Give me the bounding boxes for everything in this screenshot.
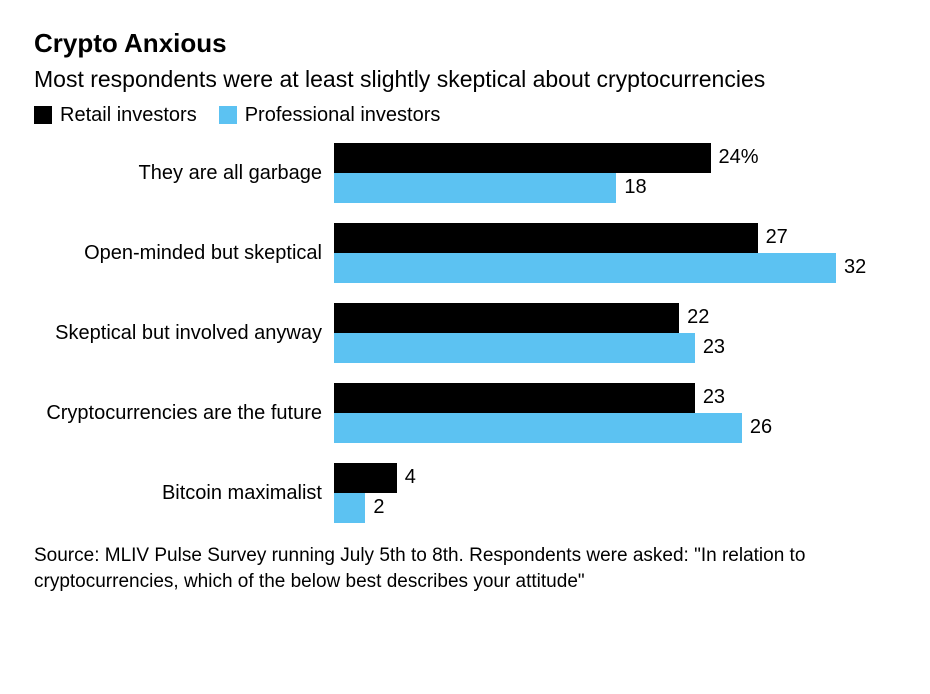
bar-group: 2223: [334, 303, 896, 363]
chart-row: Cryptocurrencies are the future 23 26: [34, 383, 896, 443]
bar-value-label: 18: [624, 176, 646, 199]
bar: [334, 383, 695, 413]
bar-group: 24% 18: [334, 143, 896, 203]
bar: [334, 333, 695, 363]
bar: [334, 143, 711, 173]
bar-value-label: 4: [405, 466, 416, 489]
bar-line: 26: [334, 413, 896, 443]
bar-value-label: 27: [766, 226, 788, 249]
bar-value-label: 22: [687, 306, 709, 329]
chart-row: Open-minded but skeptical 27 32: [34, 223, 896, 283]
bar-line: 24%: [334, 143, 896, 173]
chart-title: Crypto Anxious: [34, 28, 896, 59]
legend-label-retail: Retail investors: [60, 104, 197, 127]
chart-subtitle: Most respondents were at least slightly …: [34, 65, 896, 94]
bar-value-label: 23: [703, 386, 725, 409]
bar-value-label: 2: [373, 496, 384, 519]
bar-value-label: 26: [750, 416, 772, 439]
chart-row: Bitcoin maximalist42: [34, 463, 896, 523]
bar-line: 2: [334, 493, 896, 523]
legend-swatch-retail: [34, 106, 52, 124]
bar: [334, 253, 836, 283]
bar-group: 27 32: [334, 223, 896, 283]
chart-row: Skeptical but involved anyway2223: [34, 303, 896, 363]
chart-source: Source: MLIV Pulse Survey running July 5…: [34, 543, 884, 594]
bar: [334, 223, 758, 253]
bar-line: 22: [334, 303, 896, 333]
chart-row: They are all garbage 24% 18: [34, 143, 896, 203]
category-label: Cryptocurrencies are the future: [34, 401, 334, 425]
legend-label-professional: Professional investors: [245, 104, 441, 127]
bar-line: 32: [334, 253, 896, 283]
bar-line: 27: [334, 223, 896, 253]
bar-line: 23: [334, 333, 896, 363]
bar: [334, 463, 397, 493]
bar: [334, 493, 365, 523]
category-label: Skeptical but involved anyway: [34, 321, 334, 345]
bar-group: 42: [334, 463, 896, 523]
bar: [334, 413, 742, 443]
bar-line: 4: [334, 463, 896, 493]
category-label: They are all garbage: [34, 161, 334, 185]
category-label: Bitcoin maximalist: [34, 481, 334, 505]
legend-item-retail: Retail investors: [34, 104, 197, 127]
bar-value-label: 23: [703, 336, 725, 359]
bar-value-label: 24%: [719, 146, 759, 169]
bar-line: 23: [334, 383, 896, 413]
bar-group: 23 26: [334, 383, 896, 443]
bar: [334, 173, 616, 203]
category-label: Open-minded but skeptical: [34, 241, 334, 265]
bar-chart: They are all garbage 24% 18 Open-minded but…: [34, 143, 896, 523]
legend-item-professional: Professional investors: [219, 104, 441, 127]
bar-value-label: 32: [844, 256, 866, 279]
legend-swatch-professional: [219, 106, 237, 124]
bar-line: 18: [334, 173, 896, 203]
legend: Retail investors Professional investors: [34, 104, 896, 127]
bar: [334, 303, 679, 333]
